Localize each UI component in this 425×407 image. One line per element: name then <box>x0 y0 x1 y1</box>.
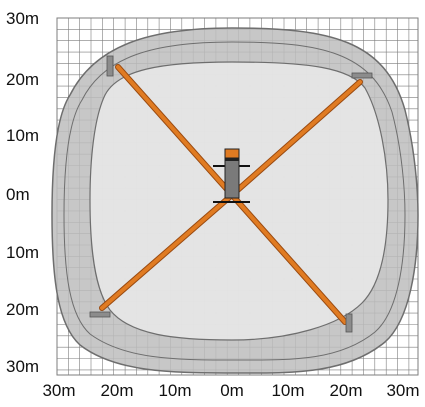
x-tick-label: 30m <box>42 381 76 400</box>
x-tick-label: 20m <box>100 381 134 400</box>
mid-range-line <box>63 41 406 361</box>
x-tick-label: 10m <box>158 381 192 400</box>
y-tick-label: 20m <box>6 300 40 319</box>
machine-icon <box>213 148 250 203</box>
outrigger-front-left <box>115 64 235 198</box>
x-tick-label: 10m <box>271 381 305 400</box>
outrigger-rear-right <box>229 192 348 325</box>
y-tick-label: 0m <box>6 185 30 204</box>
outrigger-pad-icon <box>89 311 111 318</box>
y-tick-label: 30m <box>6 9 40 28</box>
y-tick-label: 10m <box>6 243 40 262</box>
x-tick-label: 30m <box>386 381 420 400</box>
outrigger-pad-icon <box>345 313 353 333</box>
outrigger-front-right <box>229 79 363 198</box>
y-tick-label: 30m <box>6 357 40 376</box>
outrigger-rear-left <box>99 192 235 311</box>
outrigger-pad-icon <box>106 55 114 77</box>
y-tick-label: 20m <box>6 70 40 89</box>
x-tick-label: 0m <box>220 381 244 400</box>
y-tick-label: 10m <box>6 126 40 145</box>
x-tick-label: 20m <box>329 381 363 400</box>
outrigger-pad-icon <box>351 72 373 79</box>
